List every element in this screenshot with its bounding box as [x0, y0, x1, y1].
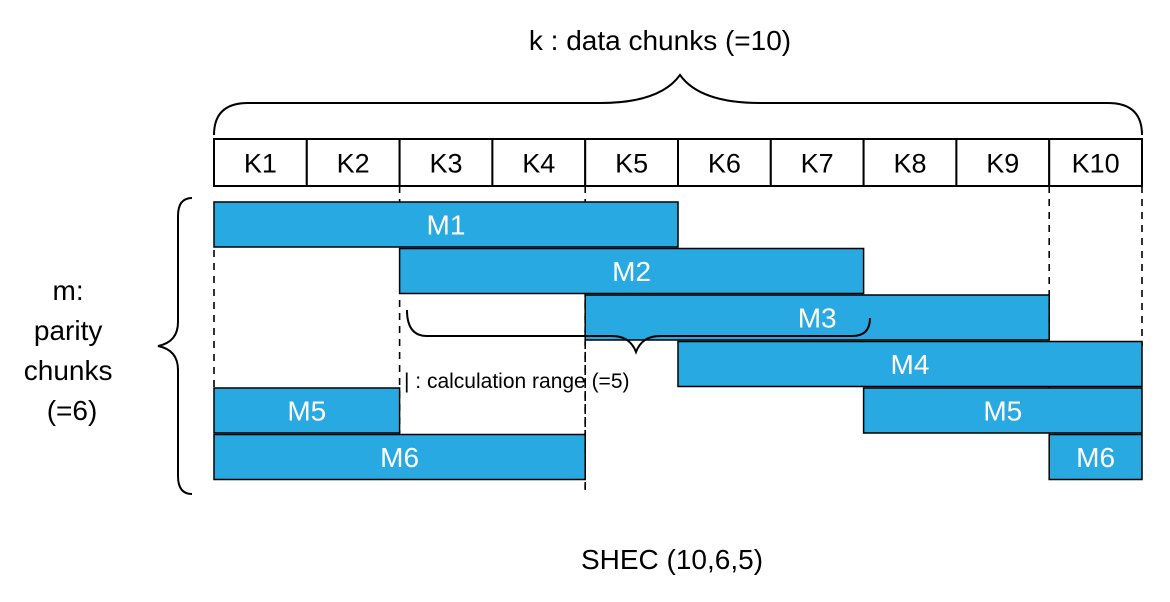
data-chunk-cell: [584, 138, 680, 187]
data-chunk-cell: [1048, 138, 1143, 187]
data-chunks-brace: [213, 73, 1143, 136]
parity-bar: [398, 247, 865, 295]
data-chunk-label: K8: [893, 149, 926, 179]
parity-bar-label: M1: [427, 210, 466, 241]
parity-bar: [584, 294, 1050, 341]
data-chunk-label: K3: [429, 149, 462, 179]
data-chunk-label: K10: [1072, 149, 1120, 179]
parity-label-line: parity: [34, 315, 102, 346]
diagram-title: k : data chunks (=10): [529, 25, 791, 56]
data-chunk-label: K9: [986, 149, 1019, 179]
data-chunk-cell: [769, 138, 865, 187]
parity-bar-label: M6: [1076, 442, 1115, 473]
calculation-range-label: | : calculation range (=5): [404, 370, 630, 393]
data-chunk-cell: [398, 138, 494, 187]
parity-bar: [1048, 433, 1143, 481]
data-chunk-label: K2: [337, 149, 370, 179]
data-chunk-cell: [862, 138, 958, 187]
data-chunk-cell: [955, 138, 1051, 187]
parity-bar: [213, 201, 679, 248]
parity-bar: [213, 433, 586, 481]
diagram-caption: SHEC (10,6,5): [581, 544, 763, 575]
parity-label-line: (=6): [47, 395, 98, 426]
parity-label-line: chunks: [24, 355, 113, 386]
data-chunk-cell: [677, 138, 772, 187]
data-chunk-label: K6: [708, 149, 741, 179]
data-chunk-label: K4: [522, 149, 555, 179]
parity-bar-label: M3: [798, 303, 837, 334]
parity-bar-label: M5: [287, 396, 326, 427]
data-chunk-row: K1 K2 K3 K4 K5 K6 K7 K8 K9 K10: [213, 138, 1143, 187]
calculation-range-brace: [406, 309, 871, 355]
parity-bar: [677, 340, 1143, 388]
data-chunk-cell: [213, 138, 308, 187]
parity-chunks-brace: [157, 197, 193, 495]
parity-bar-label: M5: [983, 396, 1022, 427]
parity-label: m: parity chunks (=6): [24, 275, 121, 426]
data-chunk-cell: [305, 138, 401, 187]
data-chunk-label: K7: [801, 149, 834, 179]
data-chunk-label: K5: [615, 149, 648, 179]
parity-bar-label: M6: [380, 442, 419, 473]
parity-bars: M1 M2 M3 M4 M5 M5 M6 M6: [213, 201, 1143, 481]
parity-bar: [213, 387, 401, 434]
data-chunk-label: K1: [244, 149, 277, 179]
parity-bar-label: M2: [612, 256, 651, 287]
parity-bar: [862, 387, 1143, 434]
parity-label-line: m:: [53, 275, 84, 306]
parity-bar-label: M4: [891, 349, 930, 380]
